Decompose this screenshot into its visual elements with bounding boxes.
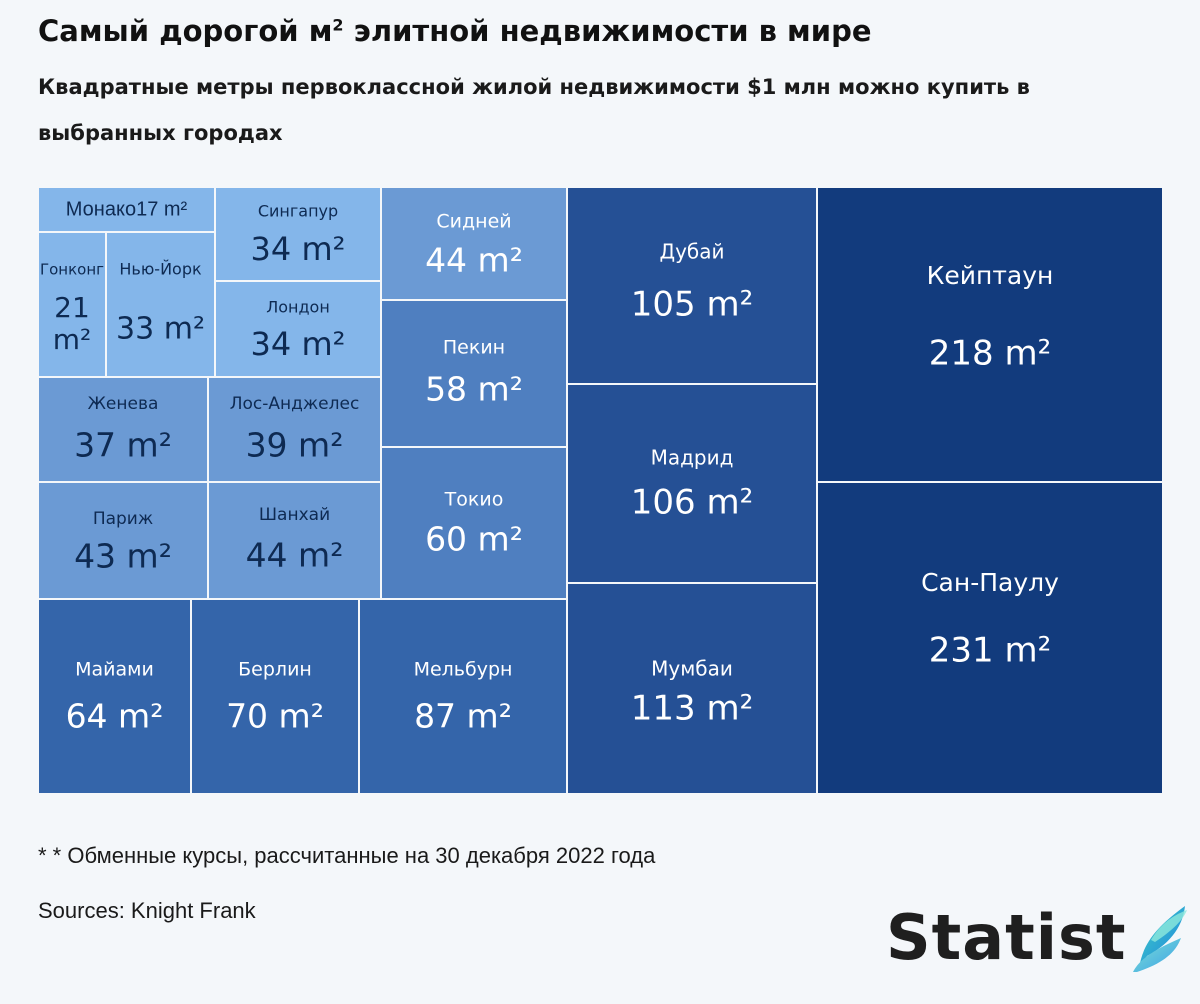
treemap-city-label: Берлин <box>238 659 312 681</box>
treemap-cell[interactable]: Пекин 58 m² <box>380 299 568 448</box>
treemap-rect[interactable] <box>37 186 216 233</box>
chart-title: Самый дорогой м2 элитной недвижимости в … <box>38 14 872 48</box>
treemap-cell[interactable]: Майами 64 m² <box>37 598 192 795</box>
treemap-cell[interactable]: Париж 43 m² <box>37 481 209 600</box>
treemap-rect[interactable] <box>380 299 568 448</box>
treemap-rect[interactable] <box>358 598 568 795</box>
treemap-cell[interactable]: Сингапур 34 m² <box>214 186 382 282</box>
treemap-value-part: m² <box>53 323 92 356</box>
treemap-city-label: Гонконг <box>40 261 104 279</box>
treemap-value-label: 39 m² <box>246 426 344 465</box>
chart-subtitle: Квадратные метры первоклассной жилой нед… <box>38 75 1030 145</box>
treemap-inline-label: Монако17 m² <box>66 199 188 221</box>
treemap-value-label: 17 m² <box>136 199 187 221</box>
treemap-city-label: Токио <box>444 489 504 511</box>
treemap-rect[interactable] <box>214 186 382 282</box>
treemap-city-label: Мельбурн <box>414 659 513 681</box>
treemap-rect[interactable] <box>207 376 382 483</box>
treemap-value-label: 105 m² <box>631 285 753 325</box>
treemap-rect[interactable] <box>380 446 568 600</box>
treemap-city-label: Мадрид <box>651 446 734 470</box>
treemap-cell[interactable]: Мумбаи 113 m² <box>566 582 818 795</box>
treemap-rect[interactable] <box>566 383 818 584</box>
treemap-value-label: 44 m² <box>425 241 523 280</box>
treemap-rect[interactable] <box>380 186 568 301</box>
treemap-city-label: Монако <box>66 199 136 221</box>
treemap-rect[interactable] <box>207 481 382 600</box>
treemap-value-part: 21 <box>54 291 90 324</box>
treemap-rect[interactable] <box>37 376 209 483</box>
treemap-value-label: 70 m² <box>226 697 324 736</box>
treemap-rect[interactable] <box>816 481 1164 795</box>
statista-wave-icon <box>1132 906 1187 972</box>
statista-logo: Statist <box>886 892 1189 982</box>
sources-text: Sources: Knight Frank <box>38 898 256 923</box>
treemap-value-label: 37 m² <box>74 426 172 465</box>
treemap-city-label: Пекин <box>443 337 505 359</box>
treemap-city-label: Лос-Анджелес <box>230 394 360 414</box>
treemap-rect[interactable] <box>190 598 360 795</box>
treemap-value-label: 44 m² <box>246 536 344 575</box>
treemap-city-label: Кейптаун <box>927 261 1054 290</box>
treemap-city-label: Сингапур <box>258 202 338 221</box>
treemap-city-label: Париж <box>93 509 153 529</box>
treemap-cell[interactable]: Токио 60 m² <box>380 446 568 600</box>
treemap-value-label: 64 m² <box>66 697 164 736</box>
treemap-cell[interactable]: Мадрид 106 m² <box>566 383 818 584</box>
treemap-city-label: Мумбаи <box>651 657 733 681</box>
treemap-city-label: Шанхай <box>259 505 330 525</box>
exchange-rate-note: * * Обменные курсы, рассчитанные на 30 д… <box>38 843 656 868</box>
chart-title-rest: элитной недвижимости в мире <box>343 14 872 48</box>
treemap-value-label: 113 m² <box>631 689 753 729</box>
treemap-cell[interactable]: Нью-Йорк 33 m² <box>105 231 216 378</box>
treemap-cell[interactable]: Берлин 70 m² <box>190 598 360 795</box>
treemap-value-label: 58 m² <box>425 370 523 409</box>
treemap-cell[interactable]: Мельбурн 87 m² <box>358 598 568 795</box>
treemap-city-label: Нью-Йорк <box>119 260 202 279</box>
treemap-value-label: 43 m² <box>74 537 172 576</box>
chart-title-superscript: 2 <box>332 15 344 35</box>
treemap-cell[interactable]: Лос-Анджелес 39 m² <box>207 376 382 483</box>
treemap-city-label: Сан-Паулу <box>921 568 1059 597</box>
treemap-city-label: Лондон <box>266 298 330 317</box>
treemap-city-label: Дубай <box>659 240 724 264</box>
treemap-value-label: 60 m² <box>425 520 523 559</box>
treemap-value-label: 87 m² <box>414 697 512 736</box>
treemap-city-label: Сидней <box>436 211 511 233</box>
treemap-rect[interactable] <box>566 582 818 795</box>
treemap-cell[interactable]: Сидней 44 m² <box>380 186 568 301</box>
treemap-value-label: 231 m² <box>929 631 1051 671</box>
treemap-cell[interactable]: Гонконг 21 m² <box>37 231 107 378</box>
treemap-value-label: 218 m² <box>929 334 1051 374</box>
chart-title-text: Самый дорогой м <box>38 14 333 48</box>
treemap-rect[interactable] <box>816 186 1164 483</box>
treemap-value-label: 34 m² <box>251 325 346 363</box>
treemap-cell[interactable]: Сан-Паулу 231 m² <box>816 481 1164 795</box>
treemap-value-label: 33 m² <box>116 312 205 347</box>
treemap-rect[interactable] <box>37 598 192 795</box>
treemap-rect[interactable] <box>214 280 382 378</box>
logo-text: Statist <box>886 900 1127 974</box>
treemap-value-label: 34 m² <box>251 230 346 268</box>
treemap-cell[interactable]: Лондон 34 m² <box>214 280 382 378</box>
treemap-rect[interactable] <box>105 231 216 378</box>
treemap-cell[interactable]: Монако17 m² <box>37 186 216 233</box>
treemap-cell[interactable]: Шанхай 44 m² <box>207 481 382 600</box>
treemap-cell[interactable]: Дубай 105 m² <box>566 186 818 385</box>
treemap-city-label: Женева <box>88 394 159 414</box>
treemap-cell[interactable]: Женева 37 m² <box>37 376 209 483</box>
treemap-city-label: Майами <box>75 659 154 681</box>
treemap-value-label: 21 m² <box>53 291 92 356</box>
treemap-cell[interactable]: Кейптаун 218 m² <box>816 186 1164 483</box>
treemap-value-label: 106 m² <box>631 483 753 523</box>
